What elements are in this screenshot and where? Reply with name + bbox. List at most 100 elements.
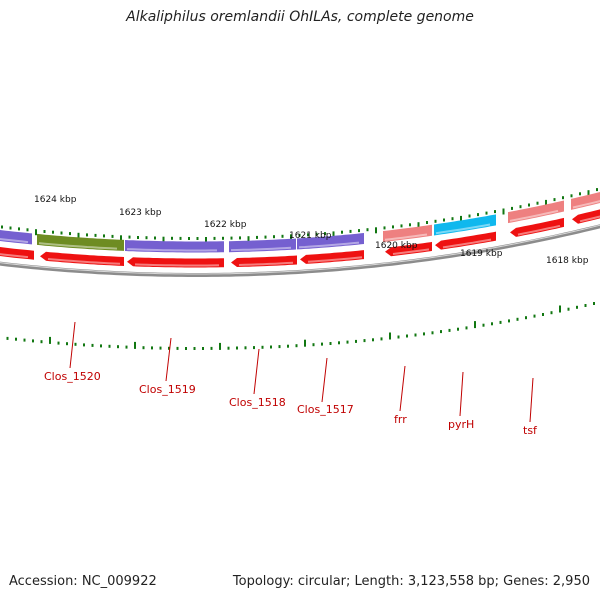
fwd-gene-g <box>435 231 496 250</box>
outer-minor-tick <box>210 346 213 350</box>
outer-minor-tick <box>83 343 85 347</box>
accession-text: Accession: NC_009922 <box>9 574 157 589</box>
outer-minor-tick <box>287 344 289 348</box>
inner-minor-tick <box>434 219 437 223</box>
inner-minor-tick <box>553 198 556 202</box>
outer-minor-tick <box>516 317 519 321</box>
rev-gene-pyrh <box>434 214 496 236</box>
fwd-gene-h-shine <box>517 224 561 236</box>
inner-major-tick <box>502 208 505 215</box>
inner-minor-tick <box>60 231 63 235</box>
outer-minor-tick <box>202 347 204 350</box>
outer-major-tick <box>304 339 306 347</box>
inner-major-tick <box>545 199 547 206</box>
inner-major-tick <box>587 190 590 197</box>
leader-pyrh <box>459 371 464 417</box>
gene-label-pyrh: pyrH <box>448 418 474 431</box>
inner-scale-ticks <box>1 188 598 243</box>
inner-minor-tick <box>256 235 258 239</box>
outer-minor-tick <box>125 345 128 349</box>
gene-label-leaders <box>69 321 534 423</box>
inner-major-tick <box>77 232 80 239</box>
gene-label-frr: frr <box>394 413 407 426</box>
gene-label-clos-1518: Clos_1518 <box>229 396 286 409</box>
inner-minor-tick <box>1 225 3 229</box>
outer-minor-tick <box>440 330 442 334</box>
rev-gene-clos-1519-shine <box>126 248 217 252</box>
rev-gene-frr <box>383 224 432 242</box>
inner-minor-tick <box>9 226 12 230</box>
fwd-gene-c-body <box>127 257 224 268</box>
inner-minor-tick <box>239 236 241 240</box>
outer-minor-tick <box>176 346 179 350</box>
inner-major-tick <box>460 215 462 222</box>
outer-major-tick <box>49 336 51 344</box>
inner-minor-tick <box>103 234 105 238</box>
rev-gene-frr-body <box>383 224 432 242</box>
outer-minor-tick <box>142 346 145 350</box>
inner-minor-tick <box>511 206 513 210</box>
leader-clos-1518 <box>253 348 260 395</box>
fwd-gene-a-shine <box>0 253 29 259</box>
rev-gene-clos-1520-shine <box>38 242 118 250</box>
outer-major-tick <box>389 332 391 340</box>
rev-gene-tsf-shine <box>509 209 559 222</box>
inner-minor-tick <box>324 232 326 236</box>
leader-clos-1520 <box>69 321 76 369</box>
fwd-gene-i-body <box>572 209 600 224</box>
outer-minor-tick <box>593 302 595 305</box>
outer-minor-tick <box>380 337 383 341</box>
inner-minor-tick <box>579 192 581 196</box>
outer-minor-tick <box>168 346 170 350</box>
fwd-gene-i <box>572 209 600 224</box>
rev-gene-right-body <box>571 191 600 210</box>
inner-minor-tick <box>273 235 275 239</box>
inner-minor-tick <box>341 230 343 234</box>
inner-minor-tick <box>494 210 496 214</box>
outer-minor-tick <box>91 343 94 347</box>
inner-minor-tick <box>264 235 267 239</box>
inner-minor-tick <box>171 236 173 240</box>
inner-major-tick <box>205 237 207 243</box>
genome-summary-text: Topology: circular; Length: 3,123,558 bp… <box>232 574 590 589</box>
outer-minor-tick <box>542 313 544 316</box>
outer-minor-tick <box>32 339 34 343</box>
inner-minor-tick <box>400 224 403 228</box>
rev-gene-left-shine <box>0 238 29 244</box>
rev-gene-clos-1518 <box>229 238 296 253</box>
scale-label-1623: 1623 kbp <box>119 208 162 218</box>
inner-minor-tick <box>443 218 445 222</box>
outer-minor-tick <box>227 346 230 350</box>
outer-minor-tick <box>346 340 349 344</box>
outer-minor-tick <box>465 326 468 330</box>
inner-minor-tick <box>358 229 360 233</box>
outer-minor-tick <box>57 341 60 345</box>
outer-minor-tick <box>533 314 536 318</box>
scale-label-1618: 1618 kbp <box>546 256 589 266</box>
inner-minor-tick <box>18 227 20 231</box>
inner-minor-tick <box>315 232 318 236</box>
outer-minor-tick <box>363 339 366 343</box>
rev-gene-frr-shine <box>384 233 428 241</box>
outer-minor-tick <box>499 320 502 324</box>
rev-gene-pyrh-body <box>434 214 496 236</box>
inner-minor-tick <box>570 194 573 198</box>
inner-major-tick <box>290 234 292 241</box>
inner-minor-tick <box>188 237 190 240</box>
inner-minor-tick <box>596 188 598 192</box>
gene-label-clos-1517: Clos_1517 <box>297 403 354 416</box>
map-title: Alkaliphilus oremlandii OhILAs, complete… <box>126 9 474 25</box>
rev-gene-left-body <box>0 229 32 245</box>
inner-minor-tick <box>196 237 199 240</box>
outer-minor-tick <box>193 347 196 350</box>
fwd-gene-d-shine <box>238 261 294 266</box>
outer-minor-tick <box>23 338 26 342</box>
rev-gene-clos-1517-body <box>297 233 364 250</box>
fwd-gene-c-shine <box>134 263 220 267</box>
inner-minor-tick <box>111 234 114 238</box>
inner-minor-tick <box>307 233 309 237</box>
fwd-gene-a <box>0 247 34 260</box>
inner-minor-tick <box>451 217 454 221</box>
inner-minor-tick <box>562 196 564 200</box>
inner-minor-tick <box>485 211 488 215</box>
